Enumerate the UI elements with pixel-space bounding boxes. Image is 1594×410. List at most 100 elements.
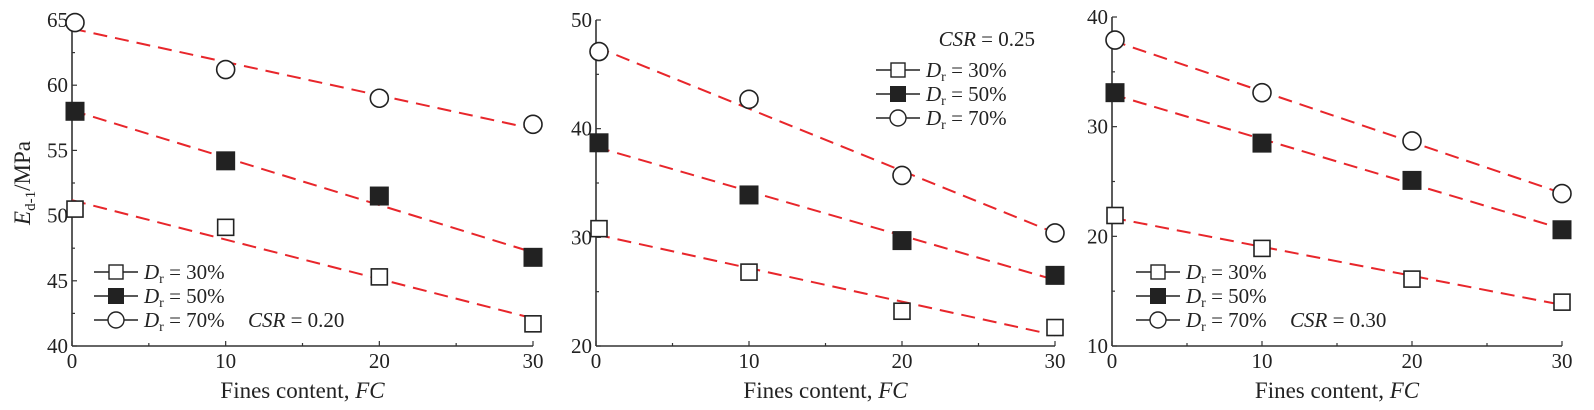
y-tick-label: 40	[47, 334, 68, 358]
csr-label: CSR = 0.20	[248, 308, 344, 332]
marker-open-circle	[1552, 183, 1572, 204]
marker-open-circle	[1105, 30, 1125, 50]
y-tick-label: 20	[1087, 224, 1108, 248]
legend-label: Dr = 30%	[143, 260, 225, 287]
legend: CSR = 0.25 Dr = 30%Dr = 50%Dr = 70%	[876, 27, 1035, 133]
marker-open-circle	[65, 12, 85, 33]
legend-open-square-icon	[1150, 264, 1166, 280]
legend-label: Dr = 70%	[925, 106, 1007, 133]
marker-open-square	[370, 268, 389, 286]
legend-label: Dr = 70%	[1185, 308, 1267, 335]
fit-line	[595, 145, 1056, 281]
x-axis-label: Fines content, FC	[220, 378, 385, 403]
legend-filled-square-icon	[890, 86, 906, 102]
x-tick-label: 20	[892, 349, 913, 373]
legend-open-square-icon	[890, 62, 906, 78]
marker-open-circle	[1045, 223, 1065, 243]
x-axis-label: Fines content, FC	[1255, 378, 1420, 403]
x-tick-label: 0	[591, 349, 602, 373]
x-tick-label: 20	[369, 349, 390, 373]
marker-open-circle	[1252, 82, 1272, 103]
legend-circle-icon	[1149, 311, 1167, 329]
marker-open-circle	[215, 59, 236, 80]
x-tick-label: 0	[67, 349, 78, 373]
y-tick-label: 30	[571, 225, 592, 249]
x-tick-label: 10	[215, 349, 236, 373]
x-tick-label: 0	[1107, 349, 1118, 373]
x-tick-label: 30	[1552, 349, 1573, 373]
y-tick-label: 40	[1087, 5, 1108, 29]
y-tick-label: 20	[571, 334, 592, 358]
panel-2: 20 30 40 50 0 10 20 30 Fines content, FC CSR = 0.…	[571, 8, 1066, 403]
legend-filled-square-icon	[1150, 288, 1166, 304]
marker-filled-square	[1552, 220, 1572, 240]
legend: Dr = 30%Dr = 50%Dr = 70% CSR = 0.20	[94, 260, 344, 335]
marker-open-square	[1106, 206, 1124, 225]
marker-filled-square	[589, 133, 609, 153]
marker-filled-square	[1045, 265, 1065, 285]
marker-open-circle	[369, 88, 390, 109]
marker-open-square	[1553, 293, 1571, 311]
fit-line	[595, 45, 1056, 234]
marker-open-circle	[589, 41, 609, 62]
marker-open-square	[1046, 318, 1064, 337]
marker-open-circle	[739, 89, 759, 110]
fit-line	[1111, 93, 1563, 230]
legend-label: Dr = 70%	[143, 308, 225, 335]
fit-line	[1111, 216, 1563, 306]
y-tick-label: 60	[47, 73, 68, 97]
marker-open-square	[524, 315, 542, 333]
marker-filled-square	[1402, 170, 1422, 190]
y-tick-label: 65	[47, 8, 68, 32]
marker-open-square	[216, 218, 235, 237]
legend-label: Dr = 50%	[143, 284, 225, 311]
csr-label: CSR = 0.30	[1290, 308, 1386, 332]
legend-circle-icon	[889, 109, 907, 127]
csr-label: CSR = 0.25	[939, 27, 1035, 51]
x-tick-label: 30	[1045, 349, 1066, 373]
marker-filled-square	[892, 231, 912, 251]
marker-open-circle	[892, 165, 912, 186]
legend: Dr = 30%Dr = 50%Dr = 70% CSR = 0.30	[1136, 260, 1386, 335]
marker-open-square	[66, 200, 84, 218]
marker-filled-square	[1105, 83, 1125, 103]
x-tick-label: 30	[523, 349, 544, 373]
legend-label: Dr = 30%	[925, 58, 1007, 85]
x-tick-label: 20	[1402, 349, 1423, 373]
y-axis-label: Ed-1/MPa	[10, 141, 39, 226]
marker-open-square	[740, 263, 758, 281]
legend-label: Dr = 50%	[1185, 284, 1267, 311]
fit-line	[1111, 39, 1563, 195]
marker-filled-square	[523, 247, 543, 267]
x-tick-label: 10	[1252, 349, 1273, 373]
marker-open-square	[893, 302, 911, 321]
y-tick-label: 50	[571, 8, 592, 32]
marker-open-square	[1253, 239, 1271, 258]
marker-filled-square	[1252, 133, 1272, 153]
y-tick-label: 45	[47, 269, 68, 293]
fit-line	[595, 233, 1056, 337]
y-tick-label: 50	[47, 204, 68, 228]
legend-label: Dr = 30%	[1185, 260, 1267, 287]
marker-filled-square	[369, 186, 389, 206]
fit-line	[71, 27, 534, 130]
marker-filled-square	[216, 151, 236, 171]
y-tick-label: 40	[571, 117, 592, 141]
panel-1: 40 45 50 55 60 65 0 10 20 30 Fines content, FC Dr =…	[47, 8, 544, 403]
x-axis-label: Fines content, FC	[743, 378, 908, 403]
marker-open-square	[1403, 270, 1421, 288]
marker-open-circle	[523, 114, 543, 135]
marker-filled-square	[65, 101, 85, 121]
legend-circle-icon	[107, 311, 125, 329]
legend-open-square-icon	[108, 264, 124, 280]
y-tick-label: 10	[1087, 334, 1108, 358]
marker-filled-square	[739, 185, 759, 205]
marker-open-square	[590, 219, 608, 238]
legend-label: Dr = 50%	[925, 82, 1007, 109]
marker-open-circle	[1402, 131, 1422, 151]
y-tick-label: 30	[1087, 115, 1108, 139]
x-tick-label: 10	[739, 349, 760, 373]
